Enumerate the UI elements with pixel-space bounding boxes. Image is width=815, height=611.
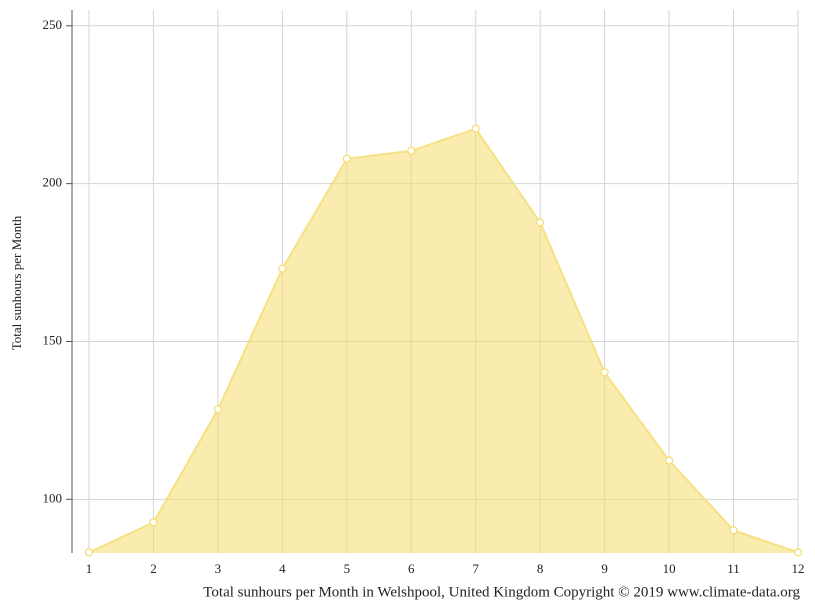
point (278, 264, 287, 273)
point (600, 368, 609, 377)
x-tick-label: 7 (472, 561, 479, 576)
x-tick-label: 3 (215, 561, 222, 576)
point (729, 526, 738, 535)
caption: Total sunhours per Month in Welshpool, U… (203, 584, 800, 600)
point (793, 548, 803, 557)
point (407, 146, 416, 155)
point (536, 218, 545, 227)
point (213, 405, 223, 414)
point (664, 456, 674, 465)
x-tick-label: 6 (408, 561, 415, 576)
y-tick-label: 200 (43, 175, 63, 190)
x-tick-label: 4 (279, 561, 286, 576)
y-tick-label: 100 (43, 490, 63, 505)
x-tick-label: 10 (663, 561, 676, 576)
point (149, 518, 158, 527)
x-tick-label: 2 (150, 561, 157, 576)
x-tick-label: 9 (601, 561, 608, 576)
y-tick-label: 150 (43, 332, 63, 347)
x-tick-label: 5 (344, 561, 351, 576)
y-tick-label: 250 (43, 17, 63, 32)
x-tick-label: 8 (537, 561, 544, 576)
point (471, 124, 480, 133)
x-tick-label: 11 (727, 561, 740, 576)
point (84, 548, 94, 557)
area (89, 128, 798, 553)
y-axis-label: Total sunhours per Month (9, 215, 24, 350)
x-tick-label: 1 (86, 561, 93, 576)
x-tick-label: 12 (792, 561, 805, 576)
line (88, 127, 799, 554)
point (342, 154, 351, 163)
